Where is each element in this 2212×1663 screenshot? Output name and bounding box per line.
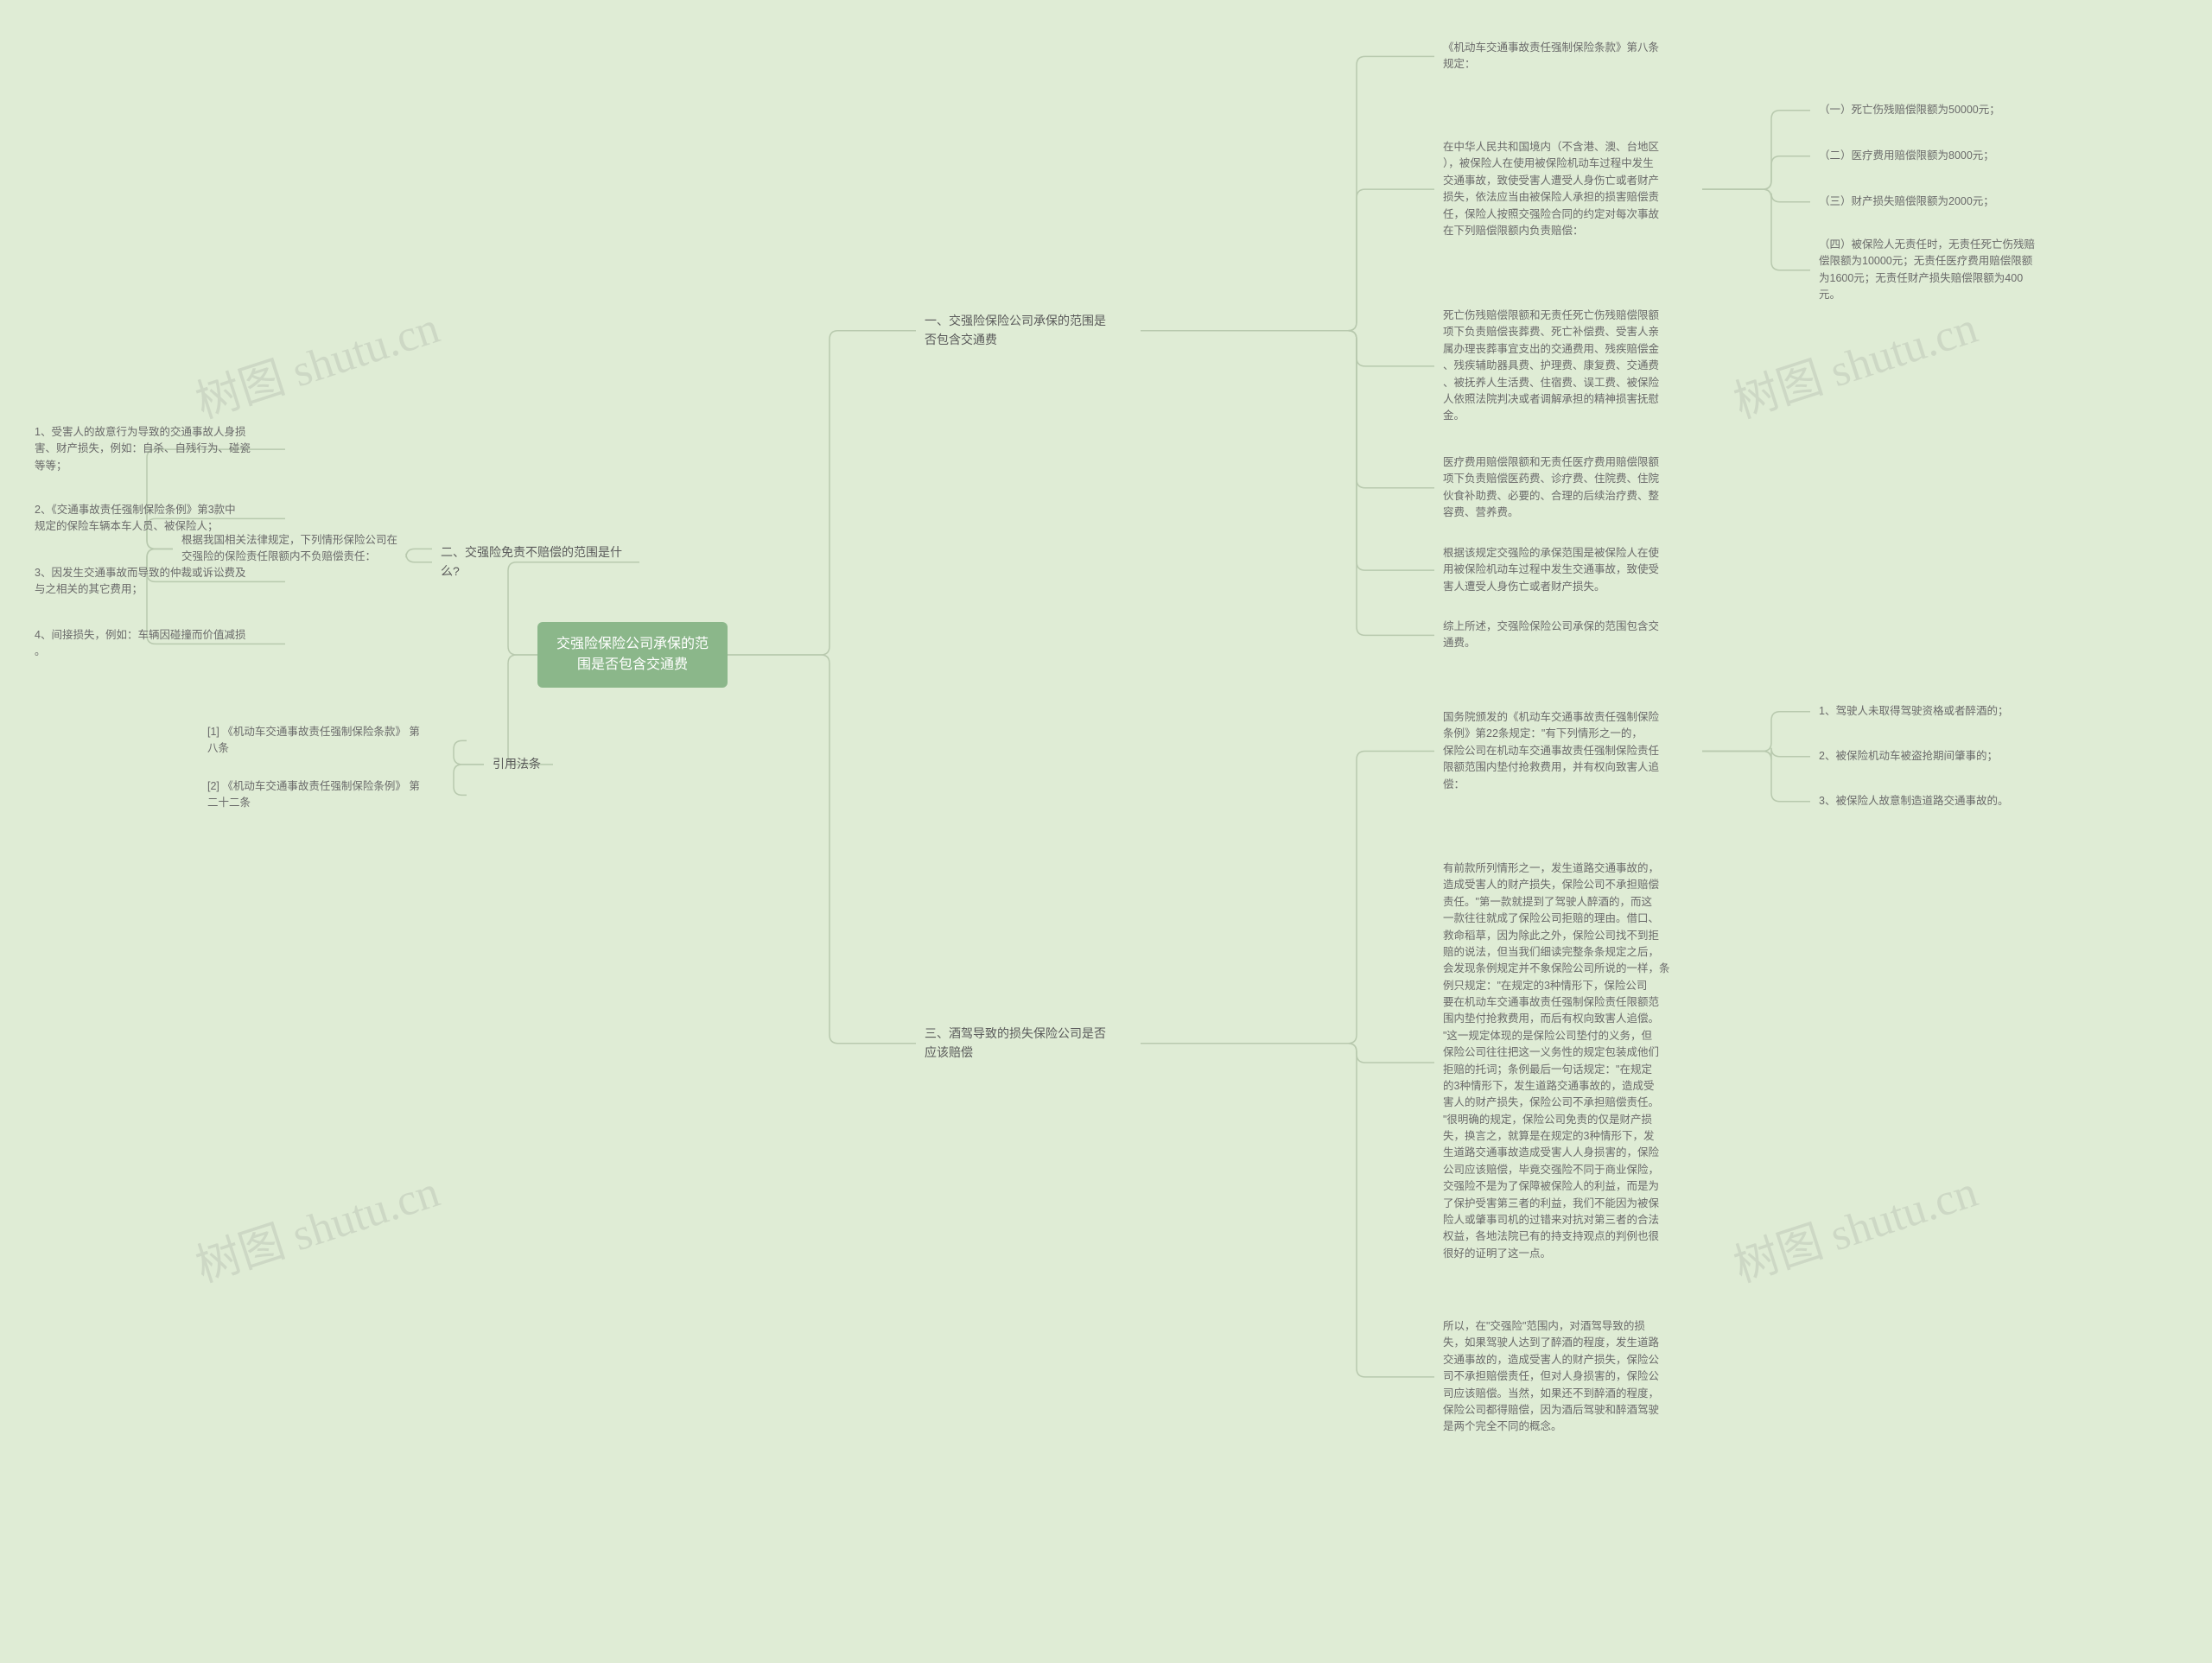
connector [1141,56,1434,330]
node-s3c: 所以，在"交强险"范围内，对酒驾导致的损失，如果驾驶人达到了醉酒的程度，发生道路… [1434,1313,1702,1441]
connector [1141,189,1434,331]
node-s4a: [1] 《机动车交通事故责任强制保险条款》 第八条 [199,719,467,763]
node-s2a4: 4、间接损失，例如：车辆因碰撞而价值减损。 [26,622,285,666]
node-s1b1: （一）死亡伤残赔偿限额为50000元； [1810,97,2044,124]
connector [1702,751,1810,801]
node-s1c: 死亡伤残赔偿限额和无责任死亡伤残赔偿限额项下负责赔偿丧葬费、死亡补偿费、受害人亲… [1434,302,1702,430]
node-root: 交强险保险公司承保的范围是否包含交通费 [537,622,728,688]
node-s1b4: （四）被保险人无责任时，无责任死亡伤残赔偿限额为10000元；无责任医疗费用赔偿… [1810,232,2069,309]
node-s3b: 有前款所列情形之一，发生道路交通事故的，造成受害人的财产损失，保险公司不承担赔偿… [1434,855,1702,1270]
connector [728,331,916,655]
node-s2a3: 3、因发生交通事故而导致的仲裁或诉讼费及与之相关的其它费用； [26,560,285,604]
node-s4: 引用法条 [484,750,553,779]
node-s1e: 根据该规定交强险的承保范围是被保险人在使用被保险机动车过程中发生交通事故，致使受… [1434,540,1702,600]
node-s3a1: 1、驾驶人未取得驾驶资格或者醉酒的； [1810,698,2052,725]
node-s3a2: 2、被保险机动车被盗抢期间肇事的； [1810,743,2052,770]
connector [1702,712,1810,752]
connector [1141,1044,1434,1377]
connector [1702,189,1810,202]
connector [1702,156,1810,189]
node-s2a1: 1、受害人的故意行为导致的交通事故人身损害、财产损失，例如：自杀、自残行为、碰瓷… [26,419,285,479]
connector [1702,748,1810,760]
connector [1702,111,1810,189]
connector [1141,1044,1434,1063]
node-s3a3: 3、被保险人故意制造道路交通事故的。 [1810,788,2052,815]
node-s2: 二、交强险免责不赔偿的范围是什么? [432,538,639,586]
connector [1141,331,1434,366]
node-s1d: 医疗费用赔偿限额和无责任医疗费用赔偿限额项下负责赔偿医药费、诊疗费、住院费、住院… [1434,449,1702,527]
node-s1f: 综上所述，交强险保险公司承保的范围包含交通费。 [1434,613,1702,657]
node-s4b: [2] 《机动车交通事故责任强制保险条例》 第二十二条 [199,773,467,817]
node-s1b2: （二）医疗费用赔偿限额为8000元； [1810,143,2044,169]
connector [1141,751,1434,1043]
node-s3a: 国务院颁发的《机动车交通事故责任强制保险条例》第22条规定："有下列情形之一的，… [1434,704,1702,798]
node-s1b: 在中华人民共和国境内（不含港、澳、台地区），被保险人在使用被保险机动车过程中发生… [1434,134,1702,244]
node-s1a: 《机动车交通事故责任强制保险条款》第八条规定： [1434,35,1702,79]
node-s1: 一、交强险保险公司承保的范围是否包含交通费 [916,307,1141,354]
node-s3: 三、酒驾导致的损失保险公司是否应该赔偿 [916,1019,1141,1067]
connector [728,655,916,1044]
connector [1141,331,1434,488]
node-s2a2: 2、《交通事故责任强制保险条例》第3款中规定的保险车辆本车人员、被保险人； [26,497,285,541]
node-s1b3: （三）财产损失赔偿限额为2000元； [1810,188,2044,215]
connector [1141,331,1434,636]
